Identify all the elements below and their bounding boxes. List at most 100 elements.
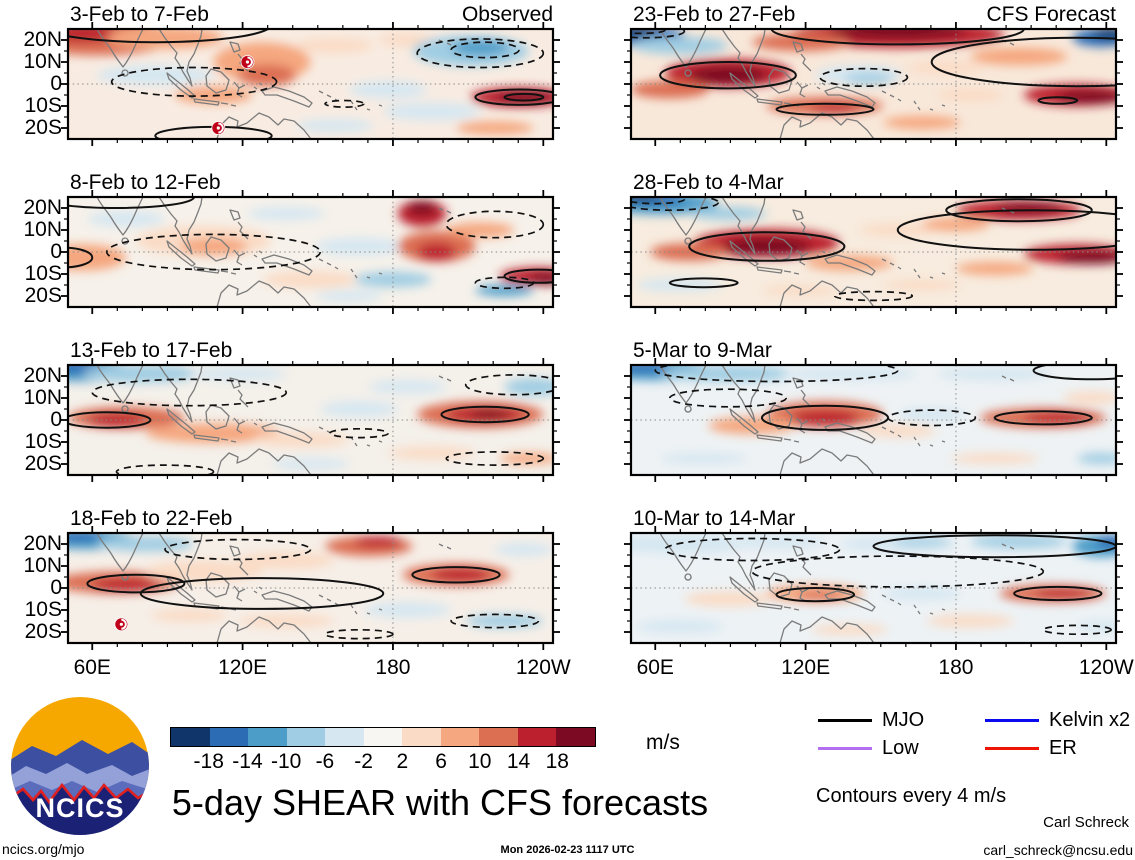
colorbar (170, 727, 596, 747)
colorbar-segment (248, 728, 287, 746)
map-panel: 8-Feb to 12-Feb (61, 171, 560, 314)
y-axis-label: 0 (50, 408, 62, 431)
legend-line-swatch (818, 718, 872, 722)
shear-map (61, 358, 560, 482)
legend-item: Low (818, 736, 919, 760)
shear-map (61, 526, 560, 650)
legend-item: MJO (818, 708, 924, 732)
colorbar-tick-label: 2 (396, 750, 409, 773)
colorbar-units: m/s (646, 731, 680, 754)
colorbar-tick-label: -14 (232, 750, 263, 773)
x-axis-label: 180 (375, 656, 411, 679)
panel-date-range: 13-Feb to 17-Feb (70, 339, 233, 362)
x-axis-label: 120W (515, 656, 571, 679)
legend-label: ER (1049, 737, 1077, 759)
panel-date-range: 3-Feb to 7-Feb (70, 3, 209, 26)
panel-date-range: 23-Feb to 27-Feb (633, 3, 796, 26)
colorbar-segment (440, 728, 480, 746)
y-axis-label: 20N (23, 364, 62, 387)
ncics-logo-text: NCICS (35, 793, 124, 823)
x-axis-label: 120E (781, 656, 831, 679)
map-panel: 18-Feb to 22-Feb (61, 507, 560, 650)
legend-line-swatch (818, 746, 872, 750)
y-axis-label: 10N (23, 50, 62, 73)
y-axis-label: 0 (50, 240, 62, 263)
y-axis-label: 0 (50, 576, 62, 599)
map-panel: 13-Feb to 17-Feb (61, 339, 560, 482)
credit-email: carl_schreck@ncsu.edu (983, 842, 1133, 858)
legend-item: ER (985, 736, 1077, 760)
colorbar-segment (479, 728, 518, 746)
shear-map (624, 22, 1123, 146)
y-axis-label: 10N (23, 218, 62, 241)
y-axis-label: 20S (24, 452, 62, 475)
contour-interval-note: Contours every 4 m/s (816, 785, 1007, 807)
colorbar-segment (286, 728, 326, 746)
map-panel: 10-Mar to 14-Mar (624, 507, 1123, 650)
map-panel: 23-Feb to 27-Feb CFS Forecast (624, 3, 1123, 146)
shear-map (624, 358, 1123, 482)
shear-map (61, 190, 560, 314)
y-axis-label: 20N (23, 532, 62, 555)
y-axis-label: 10N (23, 386, 62, 409)
colorbar-segment (517, 728, 557, 746)
tropical-cyclone-icon (240, 55, 255, 69)
colorbar-segment (325, 728, 364, 746)
colorbar-segment (363, 728, 403, 746)
panel-date-range: 28-Feb to 4-Mar (633, 171, 784, 194)
legend-label: Low (882, 737, 919, 759)
panel-column-label: Observed (461, 3, 553, 26)
map-panel: 28-Feb to 4-Mar (624, 171, 1123, 314)
figure-title: 5-day SHEAR with CFS forecasts (171, 782, 709, 823)
legend-item: Kelvin x2 (985, 708, 1130, 732)
colorbar-segment (402, 728, 441, 746)
shear-map (624, 190, 1123, 314)
y-axis-label: 10S (24, 94, 62, 117)
map-panel: 3-Feb to 7-Feb Observed (61, 3, 560, 146)
legend-line-swatch (985, 718, 1039, 722)
legend-label: Kelvin x2 (1049, 709, 1131, 731)
panel-date-range: 18-Feb to 22-Feb (70, 507, 233, 530)
panel-date-range: 8-Feb to 12-Feb (70, 171, 221, 194)
colorbar-tick-label: 18 (545, 750, 569, 773)
colorbar-segment (171, 728, 210, 746)
y-axis-label: 20S (24, 620, 62, 643)
colorbar-segment (556, 728, 596, 746)
y-axis-label: 10S (24, 262, 62, 285)
panel-column-label: CFS Forecast (986, 3, 1116, 26)
footer-url: ncics.org/mjo (2, 841, 85, 857)
tropical-cyclone-icon (211, 121, 226, 135)
y-axis-label: 20S (24, 116, 62, 139)
colorbar-tick-label: -6 (315, 750, 335, 773)
colorbar-segment (209, 728, 249, 746)
x-axis-label: 120W (1078, 656, 1134, 679)
credit-name: Carl Schreck (1043, 814, 1129, 831)
y-axis-label: 20S (24, 284, 62, 307)
colorbar-tick-label: 10 (468, 750, 492, 773)
legend-label: MJO (882, 709, 925, 731)
x-axis-label: 120E (218, 656, 268, 679)
y-axis-label: 10N (23, 554, 62, 577)
colorbar-tick-label: 14 (506, 750, 531, 773)
shear-map (61, 22, 560, 146)
legend-line-swatch (985, 746, 1039, 750)
tropical-cyclone-icon (114, 617, 129, 632)
y-axis-label: 0 (50, 72, 62, 95)
y-axis-label: 10S (24, 430, 62, 453)
y-axis-label: 20N (23, 28, 62, 51)
ncics-logo: NCICS (11, 697, 149, 835)
map-panel: 5-Mar to 9-Mar (624, 339, 1123, 482)
x-axis-label: 180 (938, 656, 974, 679)
colorbar-tick-label: -10 (270, 750, 302, 773)
panel-date-range: 10-Mar to 14-Mar (633, 507, 796, 530)
x-axis-label: 60E (73, 656, 111, 679)
x-axis-label: 60E (636, 656, 674, 679)
panel-date-range: 5-Mar to 9-Mar (633, 339, 772, 362)
colorbar-tick-label: -18 (193, 750, 224, 773)
y-axis-label: 10S (24, 598, 62, 621)
y-axis-label: 20N (23, 196, 62, 219)
footer-timestamp: Mon 2026-02-23 1117 UTC (500, 844, 635, 856)
shear-map (624, 526, 1123, 650)
colorbar-tick-label: -2 (354, 750, 373, 773)
